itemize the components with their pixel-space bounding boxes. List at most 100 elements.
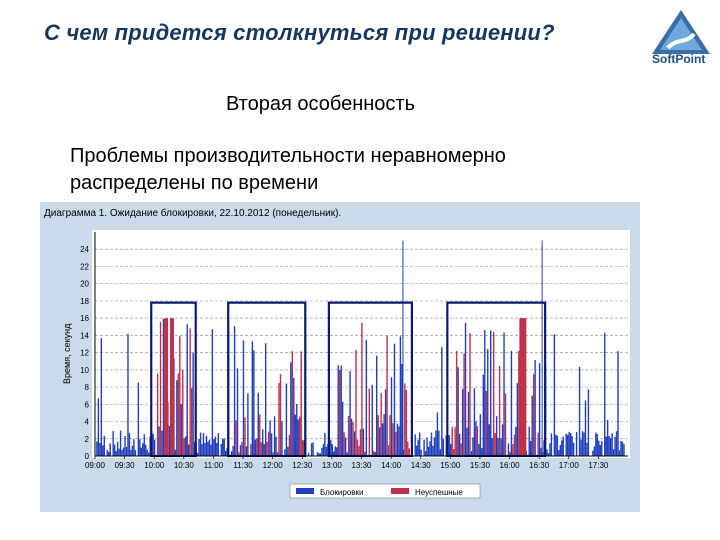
bar-blocks — [621, 441, 624, 456]
bar-blocks — [550, 433, 553, 456]
bar-blocks — [475, 421, 477, 456]
bar-blocks — [127, 333, 129, 456]
x-tick-label: 09:30 — [115, 461, 136, 470]
bar-blocks — [196, 452, 199, 456]
bar-blocks — [143, 434, 145, 456]
bar-blocks — [490, 330, 492, 456]
bar-blocks — [470, 451, 473, 456]
bar-blocks — [374, 452, 376, 456]
bar-blocks — [376, 355, 378, 456]
bar-blocks — [153, 439, 156, 456]
bar-blocks — [131, 445, 134, 456]
x-tick-label: 12:00 — [263, 461, 284, 470]
x-tick-label: 17:00 — [559, 461, 580, 470]
bar-failed — [291, 350, 294, 456]
bar-blocks — [201, 444, 203, 456]
bar-failed — [452, 449, 455, 456]
bar-blocks — [559, 445, 561, 456]
bar-blocks — [534, 360, 536, 456]
bar-failed — [386, 335, 388, 456]
legend-box — [289, 483, 481, 499]
bar-blocks — [125, 446, 128, 456]
bar-blocks — [103, 435, 105, 456]
y-tick-label: 24 — [80, 245, 89, 254]
y-tick-label: 8 — [85, 383, 90, 392]
bar-failed — [272, 452, 274, 456]
bar-failed — [358, 445, 360, 456]
bar-blocks — [263, 444, 265, 456]
bar-blocks — [561, 440, 563, 456]
bar-blocks — [528, 426, 530, 456]
bar-blocks — [620, 440, 622, 456]
bar-blocks — [473, 388, 476, 456]
bar-blocks — [346, 452, 348, 456]
bar-blocks — [399, 336, 402, 456]
bar-blocks — [205, 435, 208, 456]
bar-blocks — [330, 440, 332, 456]
bar-failed — [395, 431, 397, 456]
bar-blocks — [436, 412, 439, 456]
bar-blocks — [583, 432, 585, 456]
bar-blocks — [115, 451, 117, 456]
bar-blocks — [168, 425, 171, 456]
bar-blocks — [415, 445, 418, 456]
bar-blocks — [601, 440, 603, 456]
bar-blocks — [461, 388, 464, 456]
legend-label: Неуспешные — [415, 488, 463, 497]
bar-failed — [235, 420, 237, 456]
bar-blocks — [501, 424, 504, 456]
bar-blocks — [108, 451, 110, 456]
bar-blocks — [285, 383, 288, 456]
bar-blocks — [210, 444, 212, 456]
bar-blocks — [350, 418, 353, 456]
bar-blocks — [162, 318, 165, 456]
bar-failed — [343, 432, 345, 456]
y-tick-label: 4 — [85, 418, 90, 427]
bar-blocks — [430, 432, 433, 456]
bar-blocks — [116, 441, 119, 456]
bar-blocks — [472, 437, 474, 456]
bar-blocks — [598, 440, 600, 456]
bar-failed — [300, 351, 302, 456]
legend-swatch — [391, 488, 409, 494]
bar-failed — [359, 429, 362, 456]
bar-blocks — [353, 431, 356, 456]
bar-blocks — [491, 437, 493, 456]
bar-blocks — [429, 441, 431, 456]
bar-blocks — [102, 445, 104, 456]
bar-blocks — [553, 334, 556, 456]
bar-blocks — [325, 446, 328, 456]
legend-swatch — [296, 488, 314, 494]
bar-blocks — [186, 324, 188, 456]
bar-blocks — [467, 391, 470, 456]
x-tick-label: 10:00 — [144, 461, 165, 470]
bar-blocks — [319, 453, 322, 456]
bar-blocks — [371, 384, 373, 456]
bar-failed — [476, 426, 479, 456]
bar-failed — [260, 442, 262, 456]
bar-failed — [361, 322, 363, 456]
bar-failed — [347, 415, 350, 456]
bar-blocks — [381, 423, 384, 456]
bar-failed — [338, 370, 341, 456]
bar-blocks — [236, 368, 239, 456]
bar-blocks — [333, 451, 335, 456]
bar-blocks — [605, 436, 607, 456]
bar-blocks — [251, 341, 254, 456]
bar-failed — [532, 374, 535, 456]
bar-failed — [392, 423, 394, 456]
bar-blocks — [216, 443, 218, 456]
bar-blocks — [457, 367, 459, 456]
bar-failed — [259, 414, 261, 456]
bar-blocks — [466, 427, 468, 456]
bar-blocks — [180, 404, 182, 456]
bar-blocks — [324, 432, 326, 456]
bar-blocks — [378, 427, 381, 456]
bar-blocks — [312, 442, 314, 456]
bar-blocks — [418, 432, 421, 456]
bar-blocks — [124, 436, 126, 456]
bar-blocks — [290, 362, 292, 456]
bar-blocks — [578, 366, 581, 456]
bar-blocks — [450, 443, 452, 456]
bar-failed — [518, 350, 520, 456]
